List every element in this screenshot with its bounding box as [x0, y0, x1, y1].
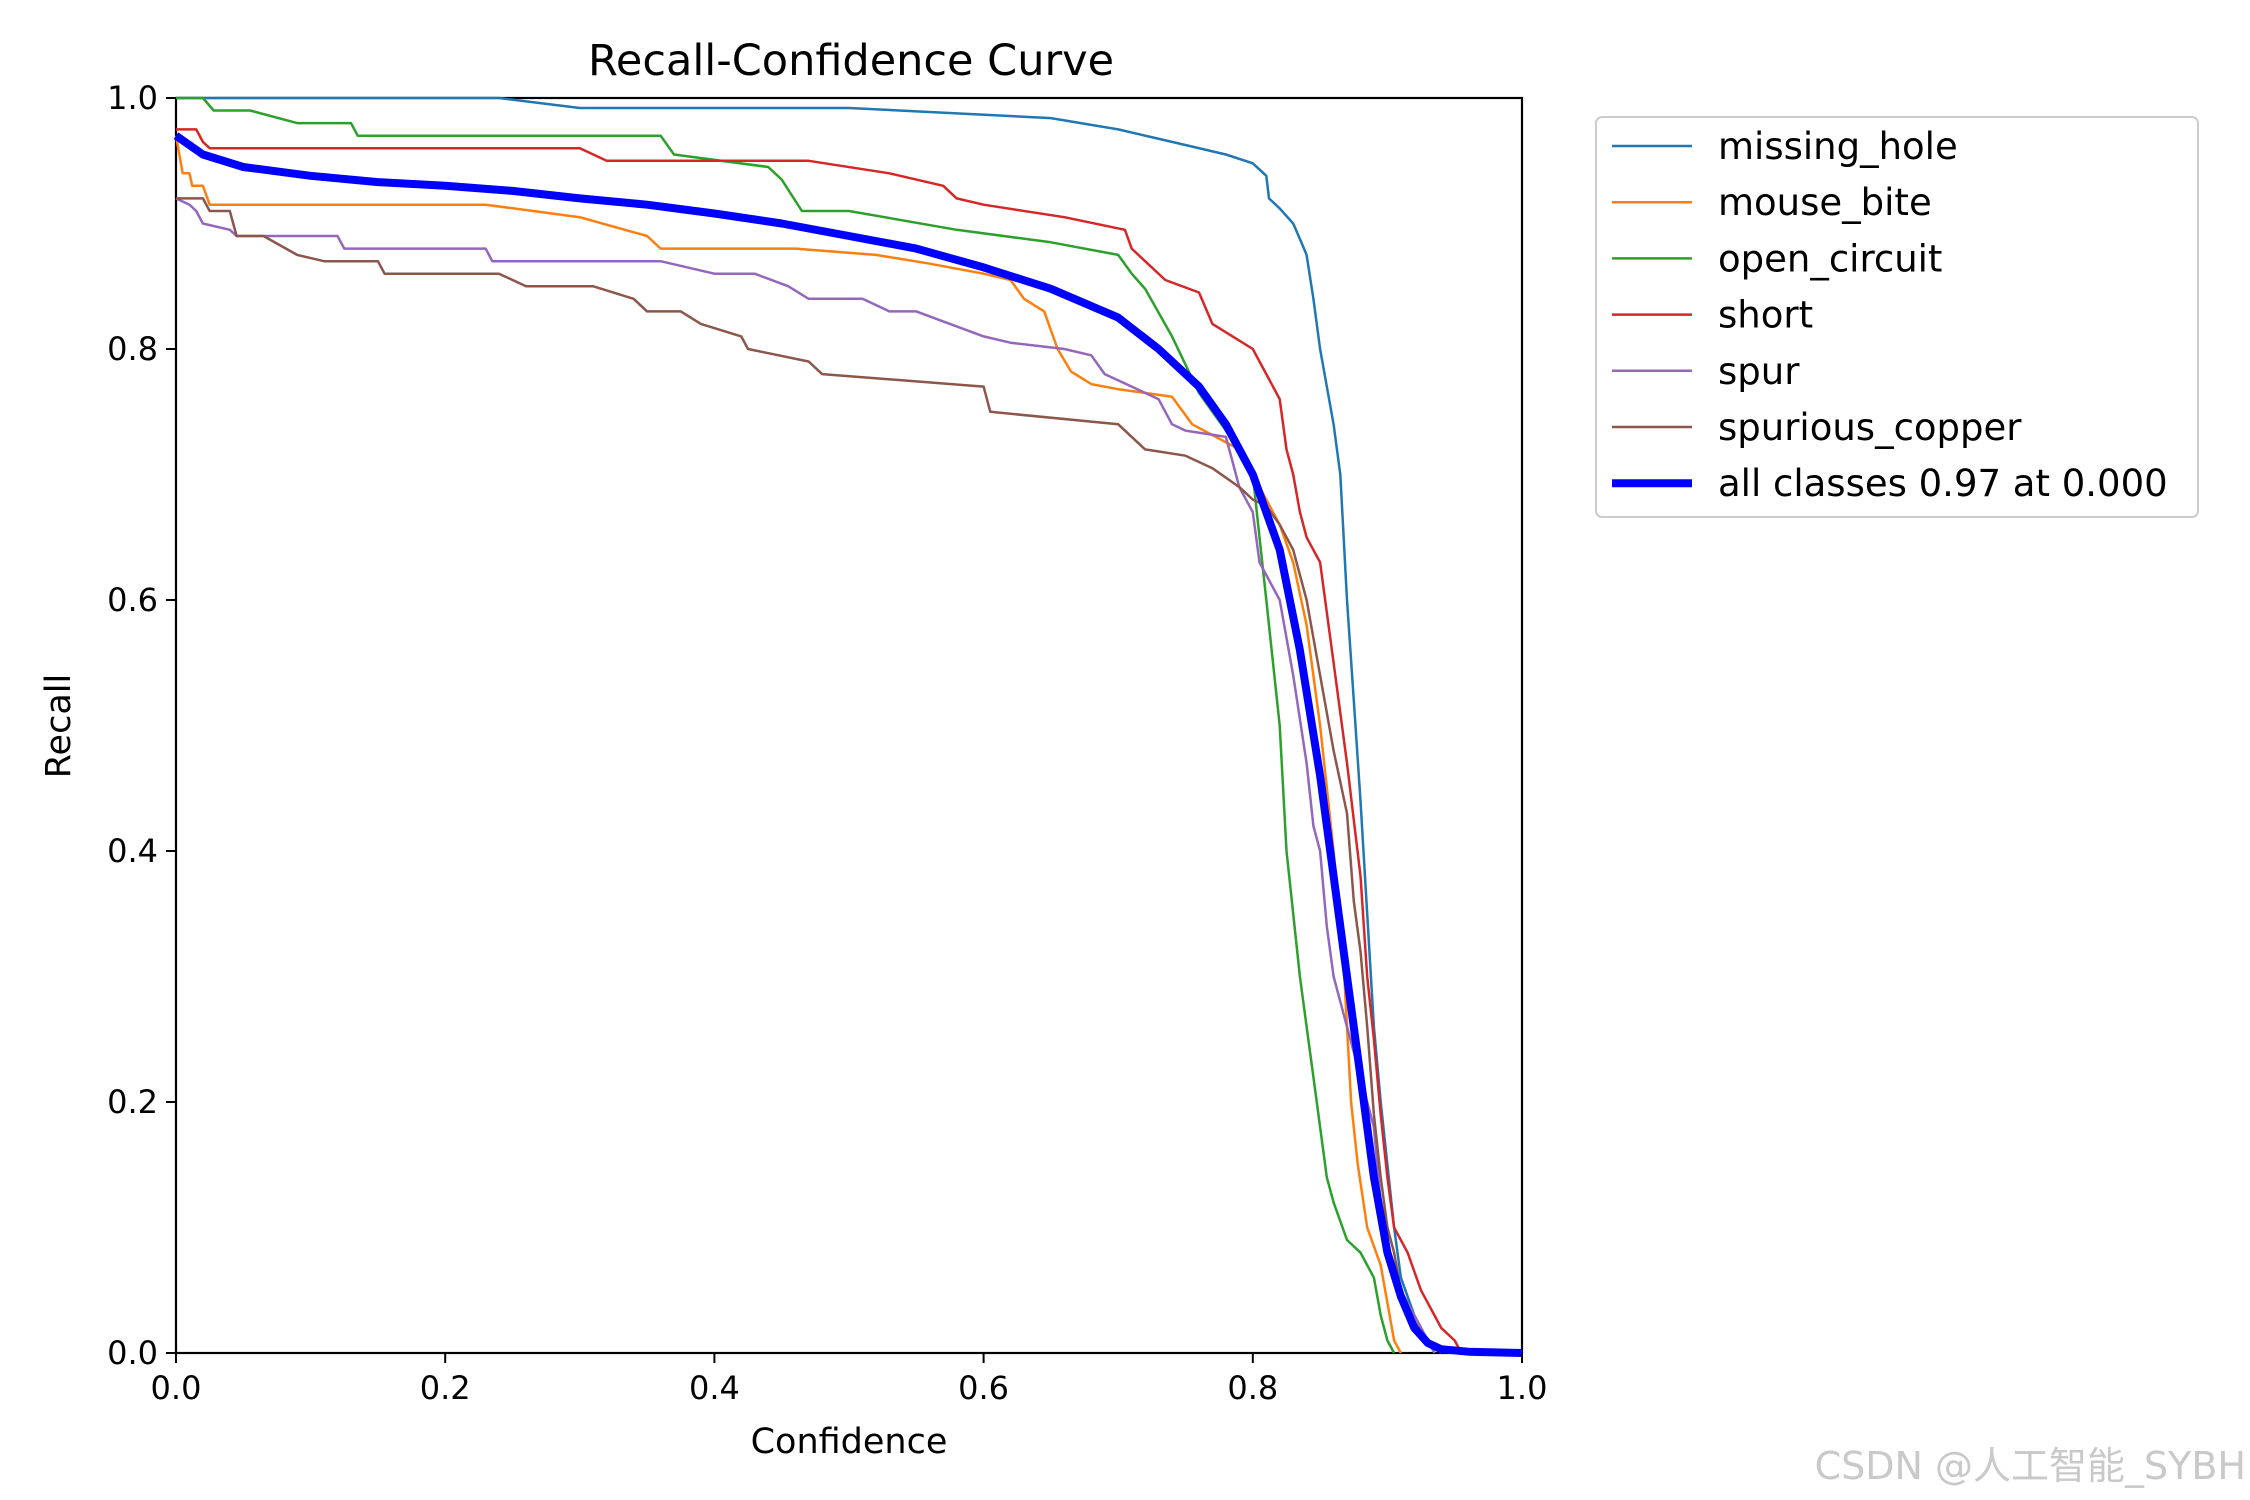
y-axis-ticks: 0.0 0.2 0.4 0.6 0.8 1.0 — [107, 79, 176, 1372]
legend-box — [1595, 116, 2199, 518]
legend-label-6: all classes 0.97 at 0.000 — [1718, 462, 2168, 505]
x-tick-label: 0.6 — [958, 1369, 1009, 1407]
y-axis-label: Recall — [39, 674, 79, 778]
plot-area — [173, 96, 1524, 1357]
series-line-6 — [173, 132, 1523, 1357]
legend-label-1: mouse_bite — [1718, 181, 1932, 224]
legend-label-3: short — [1718, 294, 1813, 337]
x-tick-label: 0.0 — [151, 1369, 202, 1407]
legend-label-2: open_circuit — [1718, 237, 1942, 280]
chart-title: Recall-Confidence Curve — [588, 36, 1114, 86]
x-tick-label: 1.0 — [1497, 1369, 1548, 1407]
series-line-4 — [175, 197, 1436, 1354]
series-line-0 — [176, 96, 1523, 1355]
x-tick-label: 0.2 — [420, 1369, 471, 1407]
legend-label-0: missing_hole — [1718, 125, 1958, 168]
series-lines — [173, 96, 1523, 1357]
plot-frame — [174, 96, 1524, 1355]
x-tick-label: 0.4 — [689, 1369, 740, 1407]
series-line-1 — [174, 135, 1402, 1354]
x-axis-label: Confidence — [751, 1422, 948, 1462]
y-tick-label: 0.4 — [107, 832, 158, 870]
y-tick-label: 0.0 — [107, 1334, 158, 1372]
y-tick-label: 0.2 — [107, 1083, 158, 1121]
y-tick-label: 0.8 — [107, 330, 158, 368]
watermark: CSDN @人工智能_SYBH — [1815, 1444, 2246, 1488]
legend-label-5: spurious_copper — [1718, 406, 2022, 449]
x-axis-ticks: 0.0 0.2 0.4 0.6 0.8 1.0 — [151, 1353, 1548, 1407]
legend-label-4: spur — [1718, 350, 1800, 393]
y-tick-label: 1.0 — [107, 79, 158, 117]
y-tick-label: 0.6 — [107, 581, 158, 619]
series-line-3 — [176, 128, 1463, 1354]
x-tick-label: 0.8 — [1227, 1369, 1278, 1407]
series-line-5 — [176, 197, 1443, 1354]
